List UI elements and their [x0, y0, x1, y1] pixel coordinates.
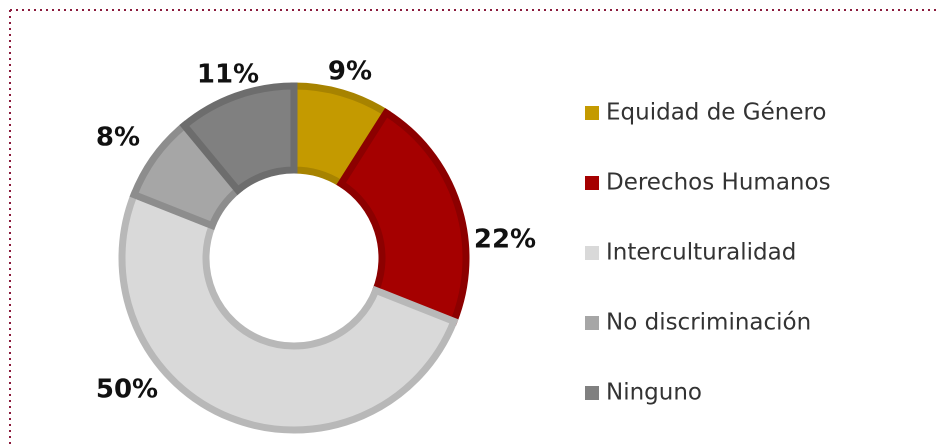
donut-segment	[118, 190, 459, 434]
legend-label: Interculturalidad	[606, 240, 796, 266]
value-label: 50%	[96, 375, 158, 405]
legend-swatch	[585, 246, 599, 260]
legend-label: No discriminación	[606, 310, 811, 336]
legend-swatch	[585, 386, 599, 400]
legend-swatch	[585, 316, 599, 330]
donut-segment	[336, 107, 470, 326]
legend-label: Equidad de Género	[606, 100, 827, 126]
donut-segment	[179, 82, 298, 196]
value-label: 22%	[474, 225, 536, 255]
value-label: 11%	[197, 60, 259, 90]
legend-label: Derechos Humanos	[606, 170, 831, 196]
value-label: 8%	[96, 123, 140, 153]
value-label: 9%	[328, 57, 372, 87]
legend-swatch	[585, 106, 599, 120]
legend-swatch	[585, 176, 599, 190]
legend-label: Ninguno	[606, 380, 702, 406]
